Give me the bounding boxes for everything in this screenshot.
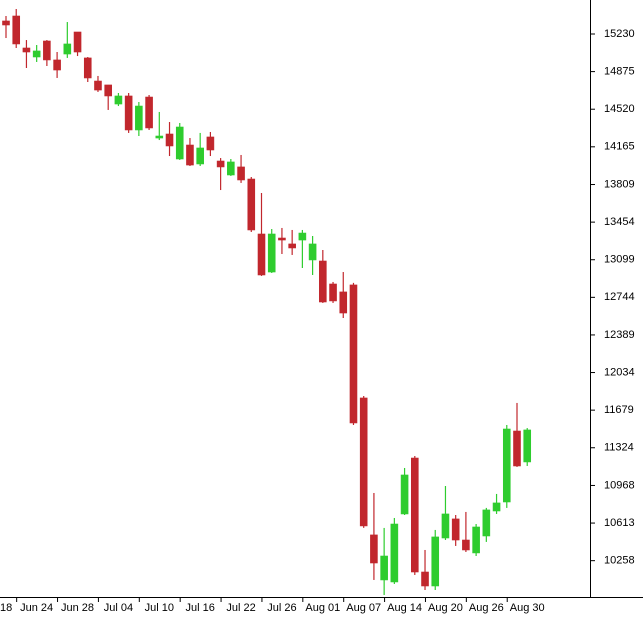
candle-body [472, 526, 480, 554]
candle-body [206, 136, 215, 151]
candle-body [247, 178, 256, 231]
candle-body [502, 428, 511, 503]
y-tick-label: 14875 [604, 66, 635, 78]
candle-body [400, 474, 409, 515]
candle-body [53, 59, 61, 71]
y-tick-label: 12744 [604, 291, 635, 303]
x-tick-label: Aug 26 [469, 602, 504, 614]
candle-body [380, 555, 388, 581]
candle-body [308, 243, 317, 261]
candle-body [523, 429, 532, 463]
candle-body [196, 147, 204, 165]
candle-body [155, 135, 164, 139]
candle-body [513, 430, 521, 467]
x-tick-label: Aug 20 [428, 602, 463, 614]
y-tick-label: 10258 [604, 555, 635, 567]
x-tick-label: Aug 14 [387, 602, 422, 614]
y-tick-label: 11324 [604, 442, 634, 454]
x-tick-label: Jul 16 [186, 602, 215, 614]
candle-body [462, 539, 470, 551]
candle-body [410, 457, 419, 573]
candle-body [165, 133, 174, 147]
candle-body [319, 260, 327, 303]
candle-body [329, 283, 337, 302]
x-tick-label: Jul 10 [145, 602, 174, 614]
y-tick-label: 12034 [604, 366, 635, 378]
candle-body [94, 80, 102, 91]
candle-body [63, 43, 72, 55]
candle-body [370, 534, 378, 564]
candle-body [288, 243, 296, 249]
candle-body [482, 509, 491, 537]
x-tick-label: Jul 26 [267, 602, 296, 614]
candle-body [349, 284, 358, 424]
x-tick-label: Aug 30 [510, 602, 545, 614]
candle-body [145, 96, 153, 129]
candle-body [431, 536, 440, 587]
candle-body [83, 57, 92, 79]
candle-body [114, 95, 123, 105]
x-tick-label: Jun 28 [61, 602, 94, 614]
x-tick-label: Jun 24 [20, 602, 53, 614]
candle-body [32, 50, 41, 58]
candle-body [175, 126, 184, 160]
candle-body [441, 513, 450, 539]
candle-body [257, 233, 266, 276]
y-tick-label: 12389 [604, 329, 635, 341]
x-tick-label: Aug 07 [346, 602, 381, 614]
y-tick-label: 14165 [604, 141, 635, 153]
candle-body [421, 571, 429, 587]
candle-body [492, 502, 501, 512]
y-tick-label: 14520 [604, 103, 635, 115]
y-tick-label: 15230 [604, 28, 635, 40]
y-tick-label: 11679 [604, 404, 634, 416]
candle-body [227, 161, 235, 176]
candle-body [12, 15, 21, 45]
y-tick-label: 13809 [604, 178, 635, 190]
candle-body [73, 31, 82, 53]
candle-body [339, 291, 348, 314]
candle-body [22, 47, 31, 53]
candle-body [359, 397, 368, 527]
candle-body [135, 105, 143, 131]
x-tick-label: Jul 04 [104, 602, 133, 614]
candle-body [186, 144, 194, 166]
candle-body [124, 95, 133, 131]
candle-body [216, 160, 225, 168]
candle-body [298, 232, 307, 241]
y-tick-label: 13454 [604, 216, 635, 228]
candle-body [104, 84, 112, 97]
candle-body [267, 233, 276, 273]
y-tick-label: 10968 [604, 479, 635, 491]
candle-body [451, 518, 460, 541]
candle-body [278, 237, 286, 241]
candle-body [390, 523, 399, 583]
candle-body [43, 40, 51, 61]
x-tick-label: Aug 01 [305, 602, 340, 614]
x-tick-label: 18 [0, 602, 12, 614]
y-tick-label: 13099 [604, 254, 635, 266]
x-tick-label: Jul 22 [226, 602, 255, 614]
candle-body [2, 20, 10, 26]
y-tick-label: 10613 [604, 517, 635, 529]
candle-body [237, 166, 245, 181]
